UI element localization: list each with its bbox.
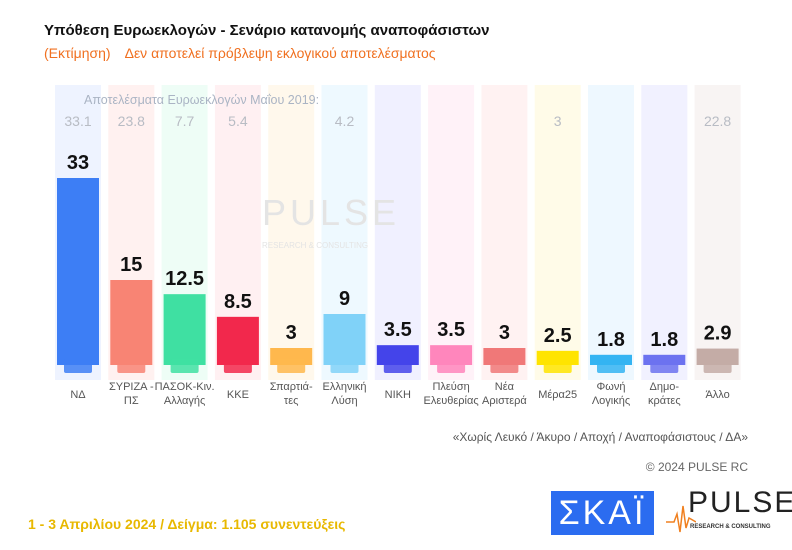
- data-label: 9: [339, 288, 350, 310]
- category-label: κράτες: [648, 395, 681, 407]
- subtitle-disclaimer: Δεν αποτελεί πρόβλεψη εκλογικού αποτελέσ…: [124, 45, 436, 61]
- bar: [216, 316, 259, 365]
- skai-logo: ΣΚΑΪ: [551, 491, 654, 535]
- data-label: 3: [499, 322, 510, 344]
- bar: [57, 178, 99, 365]
- survey-info: 1 - 3 Απριλίου 2024 / Δείγμα: 1.105 συνε…: [28, 516, 346, 532]
- category-label: Άλλο: [705, 389, 729, 401]
- category-label: ΠΑΣΟΚ-Κιν.: [155, 381, 215, 393]
- column-background: [374, 85, 421, 380]
- data-label: 12.5: [165, 268, 204, 290]
- party-logo-icon: [543, 359, 572, 373]
- category-label: ΚΚΕ: [227, 389, 249, 401]
- column-background: [481, 85, 528, 380]
- copyright: © 2024 PULSE RC: [645, 460, 748, 474]
- column-background: [694, 85, 741, 380]
- category-label: Δημο-: [650, 381, 680, 393]
- watermark: PULSE: [262, 192, 400, 233]
- data-label: 2.5: [544, 325, 572, 347]
- party-logo-icon: [330, 359, 359, 373]
- column-background: [268, 85, 315, 380]
- bar-chart: PULSE RESEARCH & CONSULTING Αποτελέσματα Ε…: [55, 85, 741, 407]
- party-logo-icon: [490, 359, 519, 373]
- chart-subtitle: (Εκτίμηση) Δεν αποτελεί πρόβλεψη εκλογικο…: [44, 45, 450, 61]
- previous-value: 22.8: [704, 113, 731, 129]
- data-label: 1.8: [597, 329, 625, 351]
- category-label: Νέα: [495, 381, 515, 393]
- category-label: Αριστερά: [482, 395, 527, 407]
- previous-results-label: Αποτελέσματα Ευρωεκλογών Μαΐου 2019:: [84, 93, 319, 107]
- party-logo-icon: [703, 359, 732, 373]
- data-label: 1.8: [650, 329, 678, 351]
- exclusion-note: «Χωρίς Λευκό / Άκυρο / Αποχή / Αναποφάσι…: [452, 430, 748, 444]
- data-label: 33: [67, 152, 89, 174]
- category-label: ΝΔ: [70, 389, 86, 401]
- bar-group: [481, 85, 528, 380]
- data-label: 3.5: [384, 319, 412, 341]
- data-label: 15: [120, 254, 142, 276]
- category-label: Ελευθερίας: [424, 395, 479, 407]
- previous-value: 4.2: [335, 113, 355, 129]
- watermark-sub: RESEARCH & CONSULTING: [262, 241, 368, 250]
- data-label: 3.5: [437, 319, 465, 341]
- previous-value: 5.4: [228, 113, 248, 129]
- chart-title: Υπόθεση Ευρωεκλογών - Σενάριο κατανομής …: [44, 22, 490, 39]
- data-label: 2.9: [704, 323, 732, 345]
- category-label: ΠΣ: [124, 395, 139, 407]
- bar-group: [428, 85, 475, 380]
- party-logo-icon: [64, 359, 92, 373]
- pulse-logo: PULSE RESEARCH & CONSULTING: [666, 486, 792, 538]
- previous-value: 23.8: [118, 113, 145, 129]
- bar-group: [374, 85, 421, 380]
- party-logo-icon: [597, 359, 625, 373]
- category-label: Πλεύση: [432, 381, 469, 393]
- category-label: Μέρα25: [538, 389, 577, 401]
- data-label: 3: [286, 322, 297, 344]
- category-label: Αλλαγής: [164, 395, 205, 407]
- subtitle-estimate: (Εκτίμηση): [44, 45, 111, 61]
- party-logo-icon: [223, 359, 252, 373]
- category-label: Φωνή: [597, 381, 626, 393]
- category-label: τες: [284, 395, 299, 407]
- category-label: Ελληνική: [322, 381, 366, 393]
- previous-value: 3: [554, 113, 562, 129]
- bar-group: [641, 85, 688, 380]
- bar: [163, 294, 206, 365]
- column-background: [534, 85, 581, 380]
- column-background: [588, 85, 634, 380]
- bar-group: [534, 85, 581, 380]
- party-logo-icon: [117, 359, 146, 373]
- pulse-wave-icon: [666, 505, 696, 533]
- previous-value: 33.1: [64, 113, 91, 129]
- category-label: Λύση: [331, 395, 357, 407]
- bar-group: [588, 85, 634, 380]
- previous-value: 7.7: [175, 113, 195, 129]
- party-logo-icon: [383, 359, 412, 373]
- category-label: Λογικής: [592, 395, 630, 407]
- party-logo-icon: [277, 359, 306, 373]
- category-label: ΣΥΡΙΖΑ -: [109, 381, 154, 393]
- bar-group: [268, 85, 315, 380]
- category-label: Σπαρτιά-: [270, 381, 313, 393]
- category-label: ΝΙΚΗ: [385, 389, 411, 401]
- column-background: [641, 85, 688, 380]
- party-logo-icon: [437, 359, 466, 373]
- party-logo-icon: [650, 359, 679, 373]
- data-label: 8.5: [224, 291, 252, 313]
- bar: [110, 280, 153, 365]
- column-background: [428, 85, 475, 380]
- bar: [323, 314, 366, 365]
- bar-group: [694, 85, 741, 380]
- party-logo-icon: [170, 359, 199, 373]
